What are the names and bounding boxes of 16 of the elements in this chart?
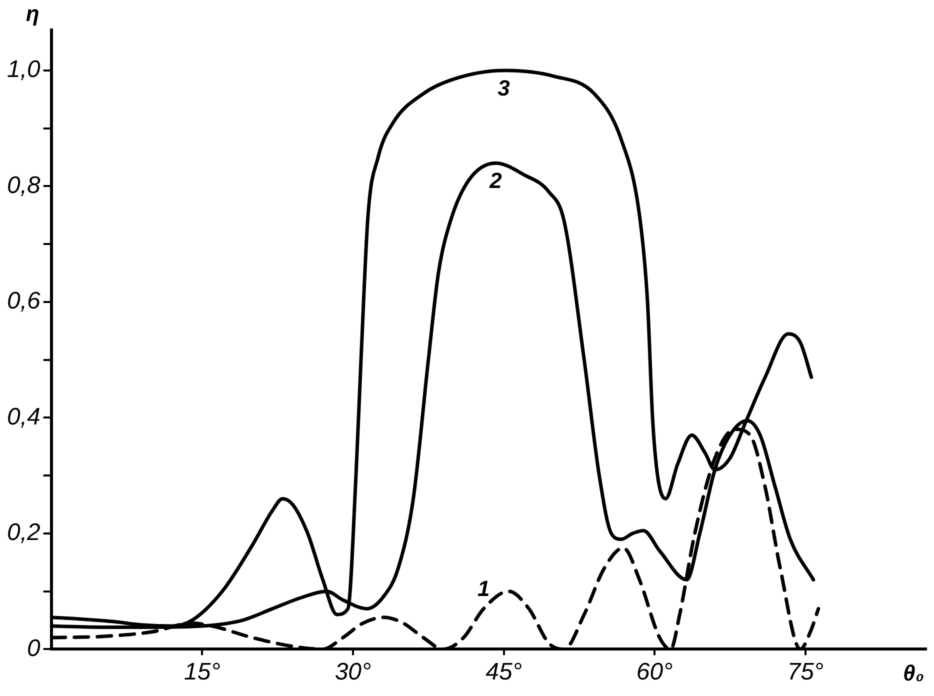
x-tick-label: 30° [334,658,372,686]
x-tick-label: 45° [486,658,522,686]
y-tick-label: 0,2 [6,519,40,546]
y-tick-label: 0,4 [6,403,40,430]
x-tick-label: 60° [636,658,674,686]
series-label: 1 [478,576,490,601]
y-axis-title: η [26,1,40,26]
x-tick-label: 15° [184,658,221,686]
series-label: 3 [498,76,510,101]
x-axis-title: θ₀ [903,660,924,686]
y-tick-label: 1,0 [6,56,42,84]
y-tick-label: 0 [27,634,42,662]
series-label: 2 [488,168,503,194]
x-tick-label: 75° [787,658,824,686]
y-tick-label: 0,8 [6,172,42,199]
y-tick-label: 0,6 [6,288,42,315]
